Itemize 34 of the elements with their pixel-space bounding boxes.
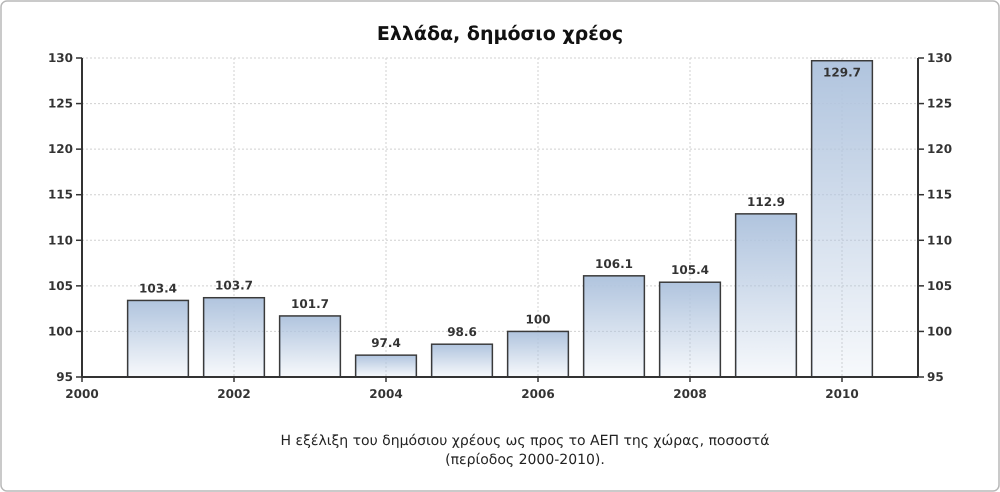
y-tick-label: 105 [48,278,73,293]
y2-tick-label: 120 [927,142,952,156]
y2-tick-label: 95 [927,370,944,384]
y-tick-label: 115 [48,188,73,202]
y2-tick-label: 110 [927,233,952,248]
y-tick-label: 130 [48,51,73,65]
data-label: 106.1 [595,256,633,271]
x-tick-label: 2006 [521,387,555,401]
chart-title: Ελλάδα, δημόσιο χρέος [376,23,624,45]
y2-tick-label: 115 [927,188,952,202]
y2-tick-label: 100 [927,324,952,338]
data-label: 101.7 [291,296,329,311]
x-tick-label: 2010 [825,387,859,401]
data-label: 98.6 [447,325,477,340]
data-label: 112.9 [747,194,785,209]
data-label: 103.7 [215,278,253,293]
y-tick-label: 95 [56,370,73,384]
data-label: 105.4 [671,263,709,278]
y2-tick-label: 105 [927,278,952,293]
x-tick-label: 2000 [65,387,99,401]
y2-tick-label: 125 [927,96,952,111]
y2-tick-label: 130 [927,51,952,65]
data-label: 129.7 [823,66,861,80]
text: Η εξέλιξη του δημόσιου χρέους ως προς το ΑΕΠ της χώρας, ποσοστά (περίοδος 2000-2010). [280,433,770,468]
x-tick-label: 2002 [217,387,251,401]
data-label: 97.4 [371,336,401,350]
x-tick-label: 2008 [673,387,707,401]
x-tick-label: 2004 [369,387,403,401]
y-tick-label: 125 [48,96,73,111]
data-label: 103.4 [139,281,177,296]
y-tick-label: 110 [48,233,73,248]
y-tick-label: 100 [48,324,73,338]
y-tick-label: 120 [48,142,73,156]
data-label: 100 [525,312,551,326]
